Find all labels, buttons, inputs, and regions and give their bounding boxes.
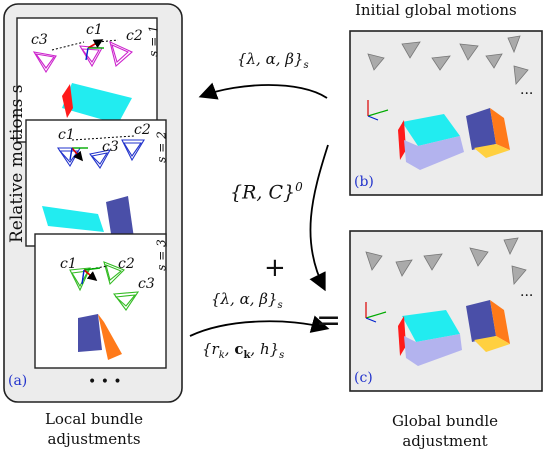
blue-box bbox=[106, 196, 134, 240]
local-caption-1: Local bundle bbox=[44, 410, 144, 428]
cyan-plane bbox=[42, 206, 104, 232]
more-dots: • • • bbox=[88, 374, 122, 390]
cam-label: c1 bbox=[60, 256, 77, 272]
arrow-to-local bbox=[198, 82, 328, 100]
arrow-to-equals bbox=[189, 315, 330, 337]
initial-params-label: {R, C}0 bbox=[230, 180, 303, 204]
red-shape bbox=[62, 84, 73, 118]
cam-label: c3 bbox=[31, 32, 48, 48]
frame-s2 bbox=[25, 119, 167, 247]
s-label: s = 3 bbox=[154, 239, 169, 271]
cam-label: c2 bbox=[118, 256, 135, 272]
cam-label: c1 bbox=[86, 22, 103, 38]
panel-global bbox=[349, 230, 543, 392]
tag-b: (b) bbox=[354, 174, 374, 190]
global-caption-2: adjustment bbox=[402, 432, 488, 450]
cam-label: c2 bbox=[134, 122, 151, 138]
s-label: s = 2 bbox=[154, 131, 169, 163]
plus-sign: + bbox=[264, 253, 286, 283]
orange-face bbox=[98, 314, 122, 360]
equals-sign: = bbox=[316, 303, 342, 338]
panel-initial bbox=[349, 30, 543, 196]
axis-x bbox=[365, 311, 387, 319]
camera-triangles bbox=[69, 261, 140, 311]
more-dots: ... bbox=[520, 284, 534, 300]
lambda-label-top: {λ, α, β}s bbox=[237, 50, 309, 71]
s-label: s = 1 bbox=[146, 25, 161, 57]
initial-title: Initial global motions bbox=[355, 1, 517, 19]
tag-a: (a) bbox=[8, 373, 28, 389]
axis-x bbox=[367, 109, 389, 117]
more-dots: ... bbox=[520, 82, 534, 98]
relative-motions-label: Relative motions s bbox=[7, 84, 27, 243]
arrow-to-global bbox=[309, 144, 329, 292]
tag-c: (c) bbox=[354, 370, 373, 386]
cam-label: c1 bbox=[58, 127, 75, 143]
lambda-label-bottom: {λ, α, β}s bbox=[211, 290, 283, 311]
local-caption-2: adjustments bbox=[47, 430, 141, 448]
cam-label: c3 bbox=[102, 139, 119, 155]
global-caption-1: Global bundle bbox=[391, 412, 499, 430]
cyan-plane bbox=[62, 83, 132, 124]
axis-z bbox=[367, 115, 379, 121]
axis-z bbox=[365, 317, 377, 323]
cam-label: c3 bbox=[138, 276, 155, 292]
camera-triangles bbox=[367, 35, 529, 85]
blue-box bbox=[78, 314, 102, 352]
cam-label: c2 bbox=[126, 28, 143, 44]
camera-triangles bbox=[365, 237, 527, 285]
frame-s3 bbox=[34, 233, 167, 369]
rk-ck-h-label: {rk, ck, h}s bbox=[202, 340, 285, 361]
